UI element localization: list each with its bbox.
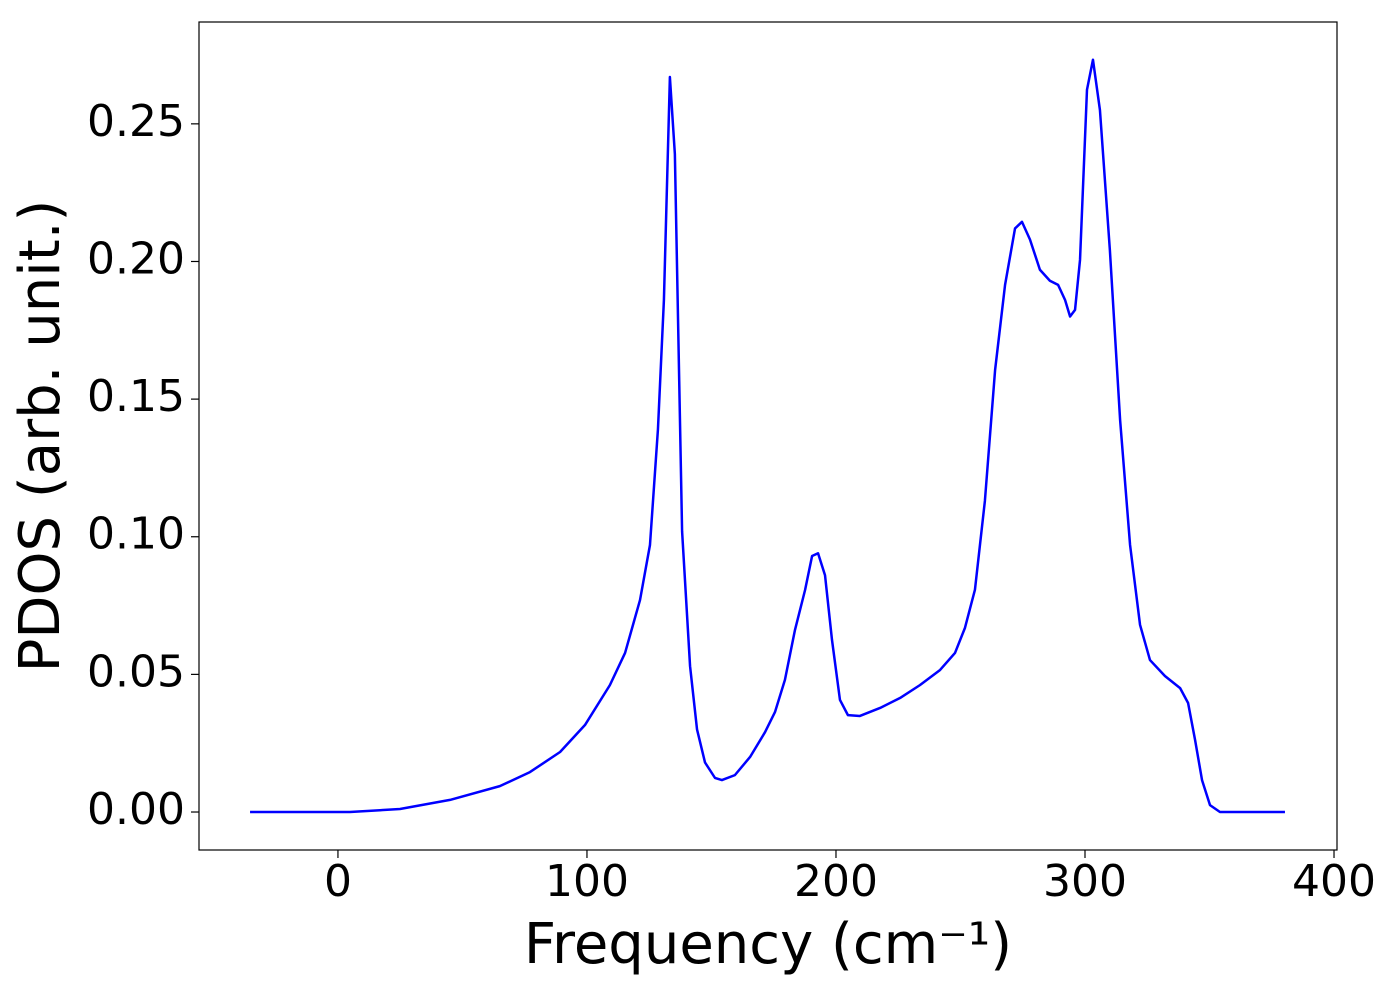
y-tick-label: 0.15: [87, 371, 185, 422]
y-tick-label: 0.05: [87, 646, 185, 697]
y-tick-label: 0.25: [87, 96, 185, 147]
y-tick-label: 0.00: [87, 784, 185, 835]
x-tick-label: 300: [1043, 856, 1127, 907]
x-axis-label: Frequency (cm⁻¹): [524, 912, 1012, 977]
x-tick-label: 200: [794, 856, 878, 907]
x-tick-label: 100: [545, 856, 629, 907]
plot-frame: [198, 21, 1338, 851]
x-tick-label: 400: [1292, 856, 1376, 907]
y-axis-label: PDOS (arb. unit.): [8, 200, 73, 673]
x-tick-label: 0: [324, 856, 352, 907]
y-tick-label: 0.20: [87, 233, 185, 284]
y-tick-label: 0.10: [87, 509, 185, 560]
data-line: [250, 58, 1285, 814]
